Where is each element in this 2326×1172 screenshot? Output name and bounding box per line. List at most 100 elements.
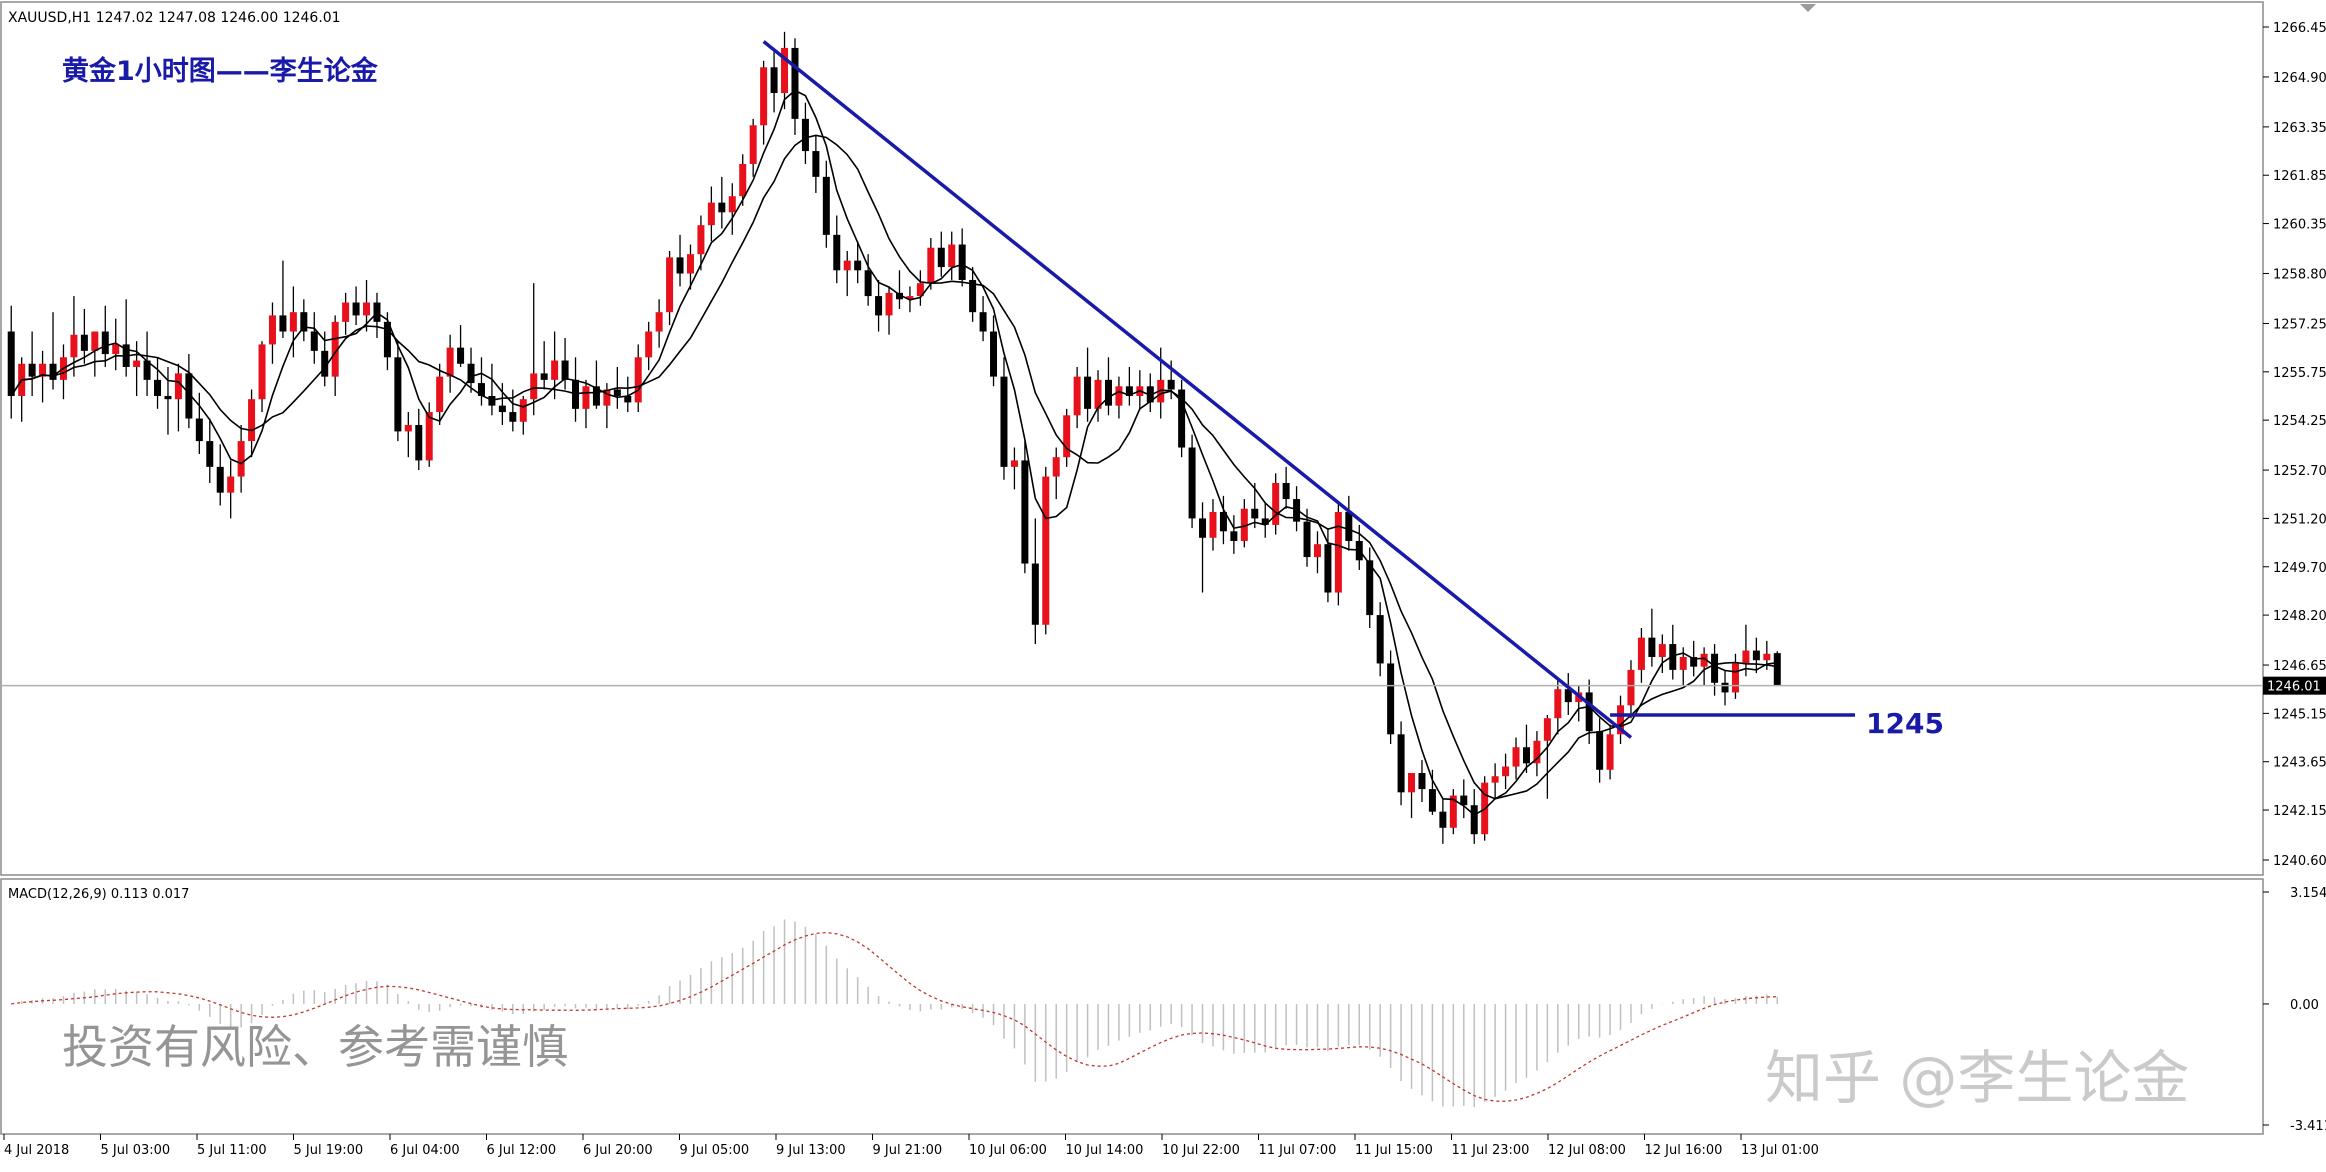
candle-body — [969, 279, 977, 313]
candle-body — [1146, 386, 1154, 403]
candle-body — [760, 67, 768, 126]
candle-body — [7, 331, 15, 396]
candle-body — [979, 312, 987, 332]
price-panel — [0, 1, 2264, 876]
candle-body — [1010, 460, 1018, 467]
candle-body — [1470, 805, 1478, 835]
candle-body — [603, 389, 611, 406]
ma-slow-line — [10, 134, 1778, 800]
candle-body — [1711, 653, 1719, 683]
macd-tick-label: 3.154 — [2290, 886, 2326, 901]
candle-body — [49, 363, 57, 380]
time-tick-label: 11 Jul 15:00 — [1355, 1143, 1433, 1158]
candle-body — [425, 412, 433, 461]
time-tick-label: 6 Jul 04:00 — [390, 1143, 460, 1158]
candle-body — [1272, 482, 1280, 525]
time-tick-label: 12 Jul 08:00 — [1548, 1143, 1626, 1158]
time-tick-label: 9 Jul 05:00 — [680, 1143, 750, 1158]
time-tick-label: 12 Jul 16:00 — [1645, 1143, 1723, 1158]
candle-body — [927, 247, 935, 284]
candle-body — [530, 373, 538, 400]
candle-body — [739, 163, 747, 197]
candle-body — [718, 202, 726, 213]
candle-body — [70, 334, 78, 358]
candle-body — [383, 321, 391, 358]
price-tick-label: 1252.70 — [2273, 464, 2326, 479]
candle-body — [133, 360, 141, 367]
candles — [7, 31, 1781, 844]
candle-body — [91, 331, 99, 351]
price-tick-label: 1248.20 — [2273, 609, 2326, 624]
candle-body — [1031, 563, 1039, 625]
candle-body — [1188, 447, 1196, 519]
price-tick-label: 1240.60 — [2273, 854, 2326, 869]
price-tick-label: 1242.15 — [2273, 804, 2326, 819]
candle-body — [645, 331, 653, 358]
candle-body — [551, 360, 559, 380]
candle-body — [1084, 376, 1092, 409]
candle-body — [1428, 789, 1436, 812]
candle-body — [1439, 811, 1447, 828]
candle-body — [1721, 682, 1729, 693]
candle-body — [112, 344, 120, 355]
candle-body — [1449, 795, 1457, 828]
candle-body — [310, 331, 318, 351]
macd-label: MACD(12,26,9) 0.113 0.017 — [8, 887, 189, 902]
current-price-box — [2263, 676, 2326, 695]
candle-body — [1303, 521, 1311, 558]
time-tick-label: 6 Jul 12:00 — [487, 1143, 557, 1158]
candle-body — [707, 202, 715, 226]
candle-body — [185, 373, 193, 419]
candle-body — [1679, 656, 1687, 670]
candle-body — [1617, 705, 1625, 735]
time-tick-label: 11 Jul 23:00 — [1452, 1143, 1530, 1158]
shift-marker — [1800, 4, 1816, 12]
candle-body — [80, 334, 88, 351]
watermark: 知乎 @李生论金 — [1765, 1044, 2189, 1112]
trendline — [762, 40, 1633, 739]
candle-body — [498, 405, 506, 413]
candle-body — [1021, 460, 1029, 564]
candle-body — [561, 360, 569, 380]
candle-body — [1282, 482, 1290, 500]
candle-body — [1366, 560, 1374, 616]
candle-body — [812, 151, 820, 177]
candle-body — [697, 225, 705, 255]
candle-body — [1345, 511, 1353, 541]
candle-body — [436, 376, 444, 413]
candle-body — [1125, 386, 1133, 396]
macd-tick-label: -3.411 — [2290, 1119, 2326, 1134]
candle-body — [248, 399, 256, 442]
candle-body — [1209, 511, 1217, 538]
candle-body — [1763, 653, 1771, 661]
candle-body — [227, 476, 235, 493]
candle-body — [624, 395, 632, 403]
price-tick-label: 1257.25 — [2273, 317, 2326, 332]
candle-body — [268, 315, 276, 345]
candle-body — [1731, 663, 1739, 693]
time-tick-label: 6 Jul 20:00 — [583, 1143, 653, 1158]
candle-body — [1637, 637, 1645, 670]
ma-fast-line — [10, 89, 1778, 816]
candle-body — [1199, 518, 1207, 538]
price-tick-label: 1255.75 — [2273, 366, 2326, 381]
candle-body — [446, 347, 454, 377]
candle-body — [1042, 476, 1050, 625]
macd-tick-label: 0.00 — [2290, 998, 2319, 1013]
price-tick-label: 1245.15 — [2273, 707, 2326, 722]
candle-body — [1387, 663, 1395, 735]
candle-body — [352, 302, 360, 316]
candle-body — [154, 379, 162, 396]
candle-body — [1533, 740, 1541, 764]
price-axis: 1266.45 1264.90 1263.35 1261.85 1260.35 1258.… — [2263, 21, 2326, 869]
candle-body — [1397, 734, 1405, 793]
candle-body — [1240, 508, 1248, 541]
candle-body — [1554, 689, 1562, 719]
price-tick-label: 1261.85 — [2273, 169, 2326, 184]
candle-body — [801, 118, 809, 152]
price-tick-label: 1258.80 — [2273, 268, 2326, 283]
candle-body — [1261, 518, 1269, 525]
candle-body — [749, 125, 757, 164]
time-tick-label: 11 Jul 07:00 — [1259, 1143, 1337, 1158]
